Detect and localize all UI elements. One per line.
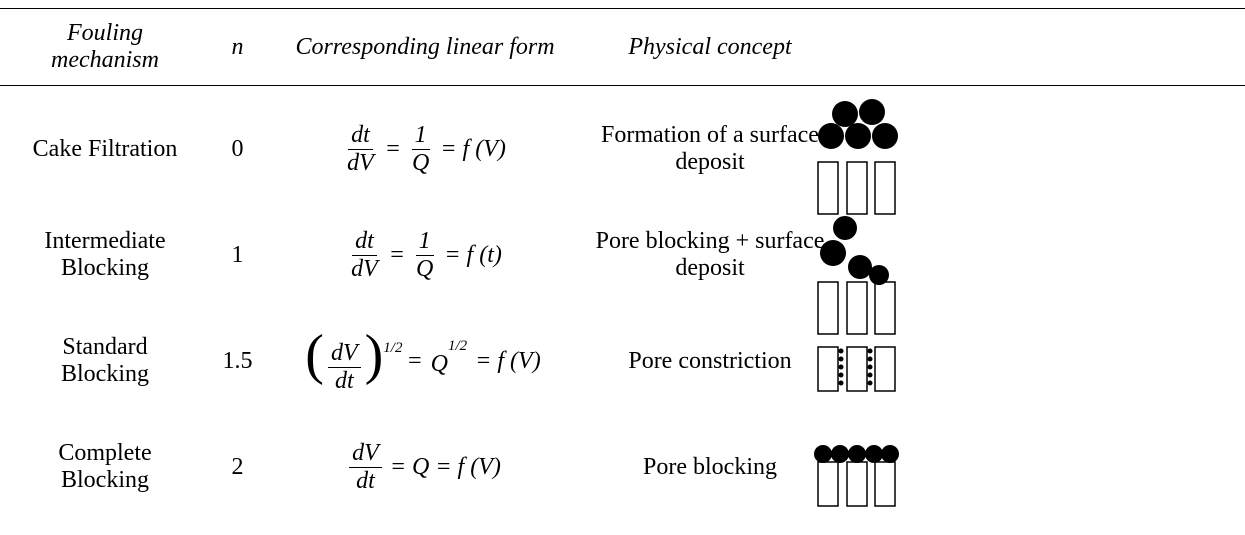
denominator: Q bbox=[413, 256, 436, 283]
numerator: dt bbox=[352, 228, 377, 256]
base: Q bbox=[431, 351, 448, 377]
power: Q1/2 bbox=[431, 345, 468, 378]
formula-text: = bbox=[406, 348, 422, 375]
formula-text: = f (V) bbox=[440, 136, 506, 163]
header-cell: n bbox=[215, 12, 260, 82]
formula-text: = f (t) bbox=[444, 242, 502, 269]
mechanism: Cake Filtration bbox=[30, 96, 180, 202]
formula-text: = Q = f (V) bbox=[390, 454, 501, 481]
denominator: dt bbox=[332, 368, 357, 395]
paren: ( bbox=[305, 324, 324, 386]
mechanism: Intermediate Blocking bbox=[30, 202, 180, 308]
page: Fouling mechanism nCorresponding linear f… bbox=[0, 0, 1245, 535]
formula-text: = bbox=[385, 136, 401, 163]
formula-text: = f (V) bbox=[475, 348, 541, 375]
denominator: dV bbox=[344, 150, 377, 177]
paren: ) bbox=[365, 324, 384, 386]
formula-text: = bbox=[389, 242, 405, 269]
concept: Pore constriction bbox=[580, 308, 840, 414]
mechanism: Standard Blocking bbox=[30, 308, 180, 414]
numerator: dV bbox=[349, 440, 382, 468]
numerator: dt bbox=[348, 122, 373, 150]
n-value: 0 bbox=[215, 96, 260, 202]
header-cell: Corresponding linear form bbox=[270, 12, 580, 82]
header-cell: Fouling mechanism bbox=[30, 12, 180, 82]
concept: Pore blocking + surface deposit bbox=[580, 202, 840, 308]
n-value: 1.5 bbox=[215, 308, 260, 414]
denominator: dV bbox=[348, 256, 381, 283]
numerator: 1 bbox=[412, 122, 430, 150]
numerator: 1 bbox=[416, 228, 434, 256]
numerator: dV bbox=[328, 340, 361, 368]
concept: Formation of a surface deposit bbox=[580, 96, 840, 202]
mechanism: Complete Blocking bbox=[30, 414, 180, 520]
n-value: 2 bbox=[215, 414, 260, 520]
n-value: 1 bbox=[215, 202, 260, 308]
concept: Pore blocking bbox=[580, 414, 840, 520]
denominator: Q bbox=[409, 150, 432, 177]
exponent: 1/2 bbox=[383, 340, 402, 356]
exponent: 1/2 bbox=[448, 338, 467, 354]
denominator: dt bbox=[353, 468, 378, 495]
header-cell: Physical concept bbox=[580, 12, 840, 82]
